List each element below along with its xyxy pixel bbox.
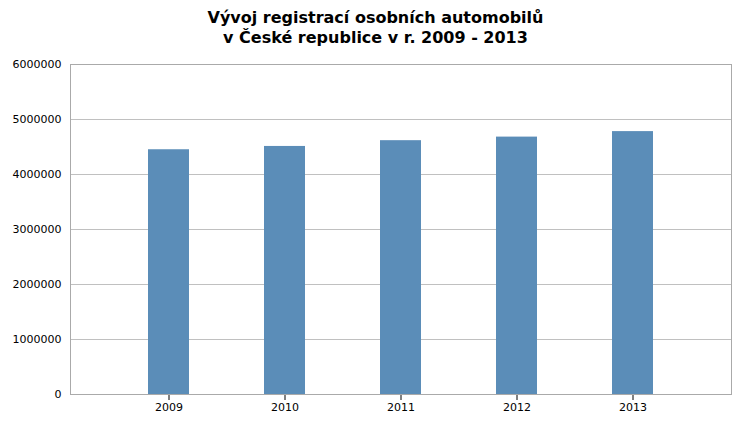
svg-text:1000000: 1000000 xyxy=(13,333,62,346)
svg-text:2011: 2011 xyxy=(387,401,415,414)
svg-text:2009: 2009 xyxy=(155,401,183,414)
svg-text:6000000: 6000000 xyxy=(13,58,62,71)
svg-text:2010: 2010 xyxy=(271,401,299,414)
html-text:Vývoj registrací osobních auto: Vývoj registrací osobních automobilů v Č… xyxy=(207,8,544,47)
svg-text:2013: 2013 xyxy=(619,401,647,414)
svg-text:2012: 2012 xyxy=(503,401,531,414)
svg-text:0: 0 xyxy=(55,388,62,401)
svg-text:2000000: 2000000 xyxy=(13,278,62,291)
svg-text:5000000: 5000000 xyxy=(13,113,62,126)
svg-text:4000000: 4000000 xyxy=(13,168,62,181)
svg-text:3000000: 3000000 xyxy=(13,223,62,236)
